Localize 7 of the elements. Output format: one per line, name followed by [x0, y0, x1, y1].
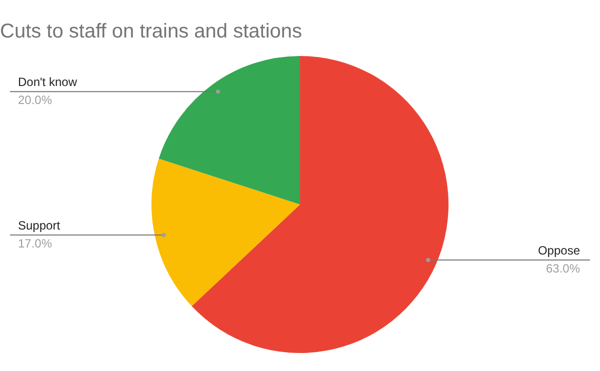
- data-label: 17.0%: [18, 236, 52, 250]
- slice-label: Don't know: [18, 74, 78, 89]
- chart-title: Cuts to staff on trains and stations: [0, 20, 302, 43]
- slice-label: Support: [18, 218, 61, 232]
- data-label: 20.0%: [18, 92, 52, 107]
- slice-label: Oppose: [538, 243, 580, 258]
- data-label: 63.0%: [546, 261, 580, 276]
